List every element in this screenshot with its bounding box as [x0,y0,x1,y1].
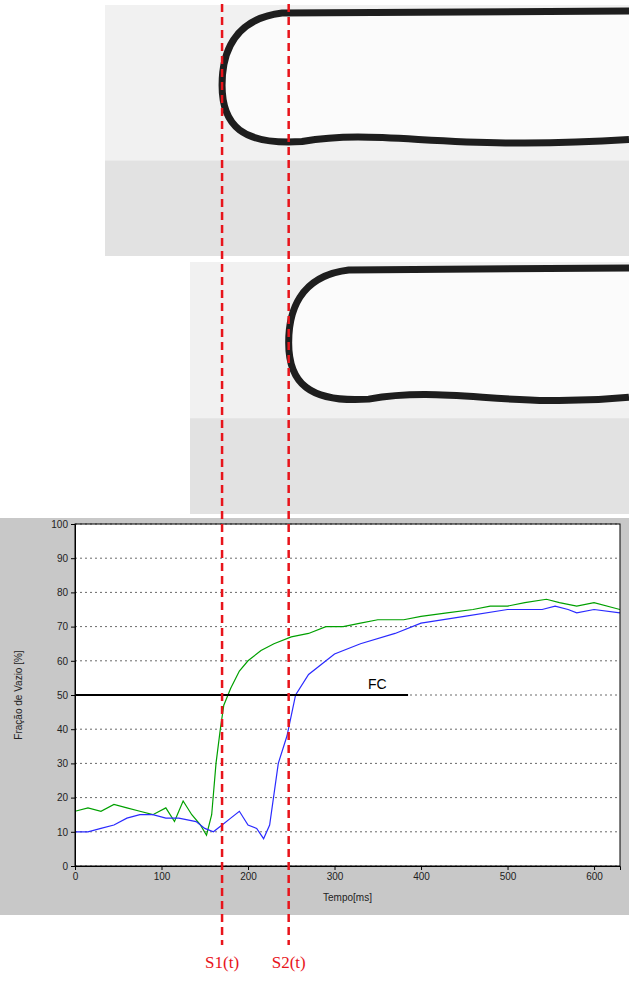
series-line [75,599,620,835]
y-axis-line [71,525,76,867]
y-tick: 100 [51,519,75,530]
y-tick-mark [71,798,75,799]
photo-background [190,262,629,514]
y-tick-mark [71,627,75,628]
y-tick: 0 [62,861,75,872]
photo-background [105,5,629,256]
y-tick: 80 [57,587,75,598]
y-tick: 10 [57,827,75,838]
y-tick-label: 70 [57,621,69,632]
x-tick: 600 [586,866,603,882]
photo-lower-shade [190,418,629,514]
x-tick-mark [421,866,422,870]
y-tick-mark [71,661,75,662]
photo-lower-shade [105,161,629,256]
y-tick-mark [71,832,75,833]
grid-line [75,695,620,696]
grid-line [75,592,620,593]
x-axis-title: Tempo[ms] [323,892,372,903]
y-tick-mark [71,729,75,730]
plot-frame [75,524,620,866]
y-tick-label: 20 [57,792,69,803]
y-tick: 90 [57,553,75,564]
y-tick-mark [71,866,75,867]
y-axis-title: Fração de Vazio [%] [13,650,24,740]
y-tick-mark [71,763,75,764]
series-line [75,606,620,839]
y-tick: 50 [57,690,75,701]
chart-background [0,518,629,915]
bubble-outline [289,268,629,401]
y-tick-label: 80 [57,587,69,598]
y-axis: 0 10 20 30 40 50 60 70 80 90 100 [51,519,75,872]
y-tick-label: 60 [57,656,69,667]
x-tick-mark [335,866,336,870]
plot-area [75,524,620,866]
series-group [75,599,620,838]
x-tick-mark [248,866,249,870]
time-marker [221,4,224,945]
grid-line [75,831,620,832]
x-tick-mark [508,866,509,870]
x-tick-label: 200 [240,871,257,882]
time-marker-label: S1(t) [205,953,239,972]
y-tick-label: 30 [57,758,69,769]
x-tick: 300 [327,866,344,882]
y-tick-label: 40 [57,724,69,735]
y-tick-label: 10 [57,827,69,838]
x-tick-label: 100 [154,871,171,882]
x-tick: 100 [154,866,171,882]
y-tick-mark [71,524,75,525]
threshold-label: FC [368,676,387,692]
y-tick: 70 [57,621,75,632]
figure: 0 100 200 300 400 500 600 0 10 20 30 40 50 60 70 80 90 10… [0,0,629,983]
x-tick-label: 300 [327,871,344,882]
y-tick-mark [71,592,75,593]
y-tick: 30 [57,758,75,769]
x-axis: 0 100 200 300 400 500 600 [73,866,621,882]
grid-line [75,729,620,730]
grid-line [75,797,620,798]
y-tick: 60 [57,656,75,667]
x-tick: 0 [73,866,79,882]
y-tick-label: 90 [57,553,69,564]
x-tick-label: 500 [500,871,517,882]
x-tick: 400 [413,866,430,882]
x-tick-label: 400 [413,871,430,882]
y-tick-label: 0 [62,861,68,872]
grid-line [75,558,620,559]
x-tick-label: 0 [73,871,79,882]
time-marker [287,4,290,945]
grid [75,524,620,866]
y-tick-label: 100 [51,519,68,530]
y-tick: 20 [57,792,75,803]
y-tick-mark [71,558,75,559]
y-tick: 40 [57,724,75,735]
photo-panel [105,5,629,256]
grid-line [75,660,620,661]
x-axis-line [76,867,621,871]
photo-panel [190,262,629,514]
y-tick-mark [71,695,75,696]
y-tick-label: 50 [57,690,69,701]
threshold-line [75,694,408,696]
grid-line [75,763,620,764]
bubble-outline [222,11,629,143]
x-tick-mark [162,866,163,870]
x-tick: 500 [500,866,517,882]
x-tick-label: 600 [586,871,603,882]
time-marker-label: S2(t) [272,953,306,972]
x-tick: 200 [240,866,257,882]
x-tick-mark [594,866,595,870]
